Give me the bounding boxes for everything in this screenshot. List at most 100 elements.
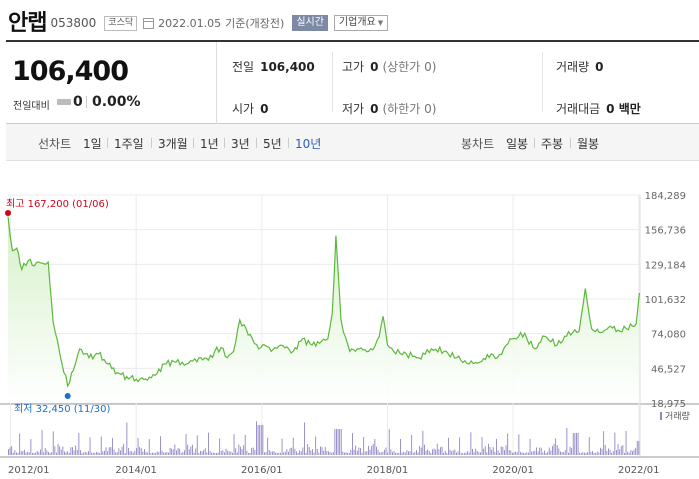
volume-bar (441, 446, 443, 455)
volume-bar (374, 438, 376, 455)
volume-bar (307, 444, 309, 455)
realtime-button[interactable]: 실시간 (292, 15, 328, 31)
divider (534, 138, 535, 148)
volume-bar (630, 450, 632, 455)
volume-bar (560, 451, 561, 455)
volume-bar (299, 450, 301, 455)
company-name[interactable]: 안랩 (8, 11, 47, 36)
volume-bar (40, 449, 41, 455)
period-5y[interactable]: 5년 (263, 137, 282, 151)
volume-bar (497, 450, 499, 455)
price-chart[interactable]: 184,289 156,736 129,184 101,632 74,080 46,527… (0, 185, 699, 479)
period-3y[interactable]: 3년 (231, 137, 250, 151)
y-tick-label: 129,184 (645, 260, 686, 271)
volume-bar (419, 446, 421, 455)
divider (193, 138, 194, 148)
period-3m[interactable]: 3개월 (158, 137, 188, 151)
volume-bar (600, 447, 601, 455)
candle-monthly[interactable]: 월봉 (577, 137, 600, 151)
volume-bar (67, 451, 69, 455)
volume-bar (78, 433, 80, 455)
x-tick-label: 2014/01 (115, 465, 157, 476)
volume-bar (470, 432, 472, 455)
metric-value: 0 (260, 102, 269, 116)
volume-bar (76, 450, 78, 455)
volume-bar (465, 452, 467, 455)
volume-bar (176, 450, 177, 455)
volume-bar (507, 433, 509, 455)
volume-bar (528, 452, 529, 455)
company-info-button[interactable]: 기업개요 ▼ (333, 15, 389, 31)
volume-bar (158, 451, 160, 455)
volume-bar (259, 425, 261, 455)
volume-bar (132, 452, 134, 455)
volume-bar (97, 452, 99, 455)
volume-bar (316, 448, 318, 455)
volume-bar (81, 452, 83, 455)
candle-daily[interactable]: 일봉 (506, 137, 529, 151)
volume-bar (246, 450, 248, 455)
volume-bar (323, 450, 325, 455)
volume-bar (579, 452, 581, 455)
volume-bar (326, 451, 328, 455)
volume-bar (483, 448, 485, 455)
volume-bar (192, 444, 193, 455)
volume-bar (625, 431, 627, 455)
volume-bar (168, 452, 169, 455)
volume-bar (353, 449, 355, 455)
title-row: 안랩 053800 코스닥 2022.01.05 기준(개장전) 실시간 기업개… (8, 6, 389, 36)
volume-bar (110, 447, 112, 455)
volume-bar (590, 451, 592, 455)
volume-bar (244, 434, 246, 455)
volume-bar (384, 449, 385, 455)
volume-bar (532, 451, 534, 455)
volume-bar (123, 443, 125, 455)
volume-bar (350, 449, 352, 455)
market-badge: 코스닥 (104, 15, 138, 31)
divider (332, 52, 333, 112)
volume-bar (617, 444, 619, 455)
volume-bar (638, 441, 640, 455)
volume-bar (601, 448, 603, 455)
volume-bar (320, 446, 321, 455)
candle-weekly[interactable]: 주봉 (541, 137, 564, 151)
volume-bar (296, 451, 297, 455)
volume-bar (212, 452, 214, 455)
period-1y[interactable]: 1년 (200, 137, 219, 151)
volume-bar (32, 452, 33, 455)
divider (216, 42, 217, 124)
volume-bar (428, 451, 430, 455)
volume-bar (550, 450, 552, 455)
volume-bar (563, 452, 565, 455)
volume-bar (232, 452, 233, 455)
volume-bar (171, 448, 173, 455)
volume-bar (417, 452, 419, 455)
volume-bar (582, 452, 584, 455)
volume-bar (488, 443, 489, 455)
volume-bar (177, 447, 179, 455)
volume-bar (60, 449, 62, 455)
volume-bar (70, 447, 72, 455)
volume-bar (8, 449, 9, 455)
volume-bar (84, 451, 86, 455)
volume-bar (545, 453, 547, 455)
period-1d[interactable]: 1일 (83, 137, 102, 151)
period-1w[interactable]: 1주일 (114, 137, 144, 151)
volume-bar (28, 452, 30, 455)
metric-sub: (하한가 0) (382, 102, 437, 116)
volume-bar (100, 436, 102, 455)
period-10y[interactable]: 10년 (295, 137, 322, 151)
volume-bar (604, 444, 606, 455)
y-tick-label: 101,632 (645, 295, 686, 306)
volume-bar (345, 452, 347, 455)
flat-change-icon (57, 99, 71, 105)
volume-bar (188, 449, 190, 455)
volume-bar (494, 451, 496, 455)
metric-label: 전일 (232, 60, 255, 74)
volume-bar (491, 449, 493, 455)
volume-bar (80, 450, 81, 455)
metric-volume: 거래량 0 (556, 58, 603, 75)
volume-bar (116, 452, 118, 455)
volume-bar (404, 452, 406, 455)
volume-bar (475, 448, 477, 455)
